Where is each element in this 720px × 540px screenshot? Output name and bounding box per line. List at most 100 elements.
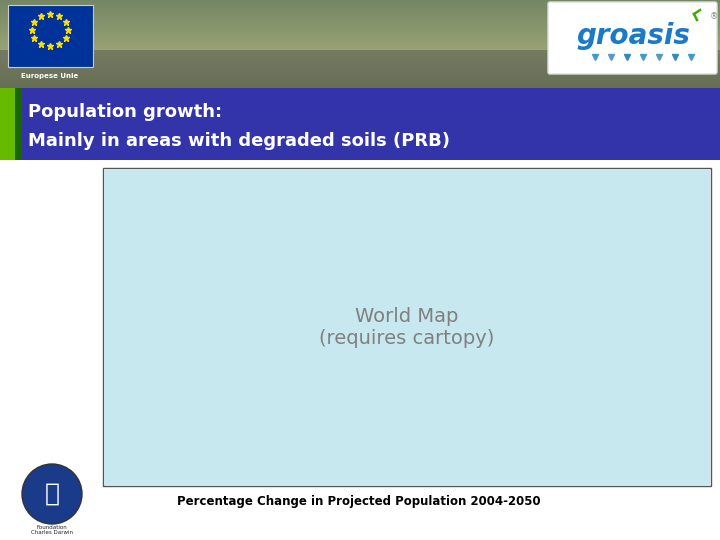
Bar bbox=[0, 24, 720, 25]
Bar bbox=[0, 54, 720, 55]
Bar bbox=[0, 65, 720, 66]
Bar bbox=[0, 62, 720, 63]
Bar bbox=[15, 88, 22, 160]
Bar bbox=[0, 7, 720, 8]
Text: groasis: groasis bbox=[576, 22, 690, 50]
Bar bbox=[0, 61, 720, 62]
Text: Mainly in areas with degraded soils (PRB): Mainly in areas with degraded soils (PRB… bbox=[28, 132, 450, 150]
Bar bbox=[0, 25, 720, 26]
Bar bbox=[0, 52, 720, 53]
Bar bbox=[0, 18, 720, 19]
Bar bbox=[0, 41, 720, 42]
Bar bbox=[0, 42, 720, 43]
Bar bbox=[0, 5, 720, 6]
Bar bbox=[0, 17, 720, 18]
Bar bbox=[0, 71, 720, 72]
Bar bbox=[0, 49, 720, 50]
Bar bbox=[0, 47, 720, 48]
Bar bbox=[0, 20, 720, 21]
Bar bbox=[0, 59, 720, 60]
Bar bbox=[0, 81, 720, 82]
Bar bbox=[0, 34, 720, 35]
Bar bbox=[0, 79, 720, 80]
Bar bbox=[0, 56, 720, 57]
Bar bbox=[0, 75, 720, 76]
Circle shape bbox=[22, 464, 82, 524]
Bar bbox=[0, 70, 720, 71]
Bar bbox=[0, 16, 720, 17]
Text: Percentage Change in Projected Population 2004-2050: Percentage Change in Projected Populatio… bbox=[176, 496, 540, 509]
Bar bbox=[0, 80, 720, 81]
Bar bbox=[0, 88, 15, 160]
Bar bbox=[0, 19, 720, 20]
Bar bbox=[0, 63, 720, 64]
Bar bbox=[0, 72, 720, 73]
Bar bbox=[0, 46, 720, 47]
Bar bbox=[0, 37, 720, 38]
Bar bbox=[0, 58, 720, 59]
Bar bbox=[0, 23, 720, 24]
Bar bbox=[0, 38, 720, 39]
Bar bbox=[0, 15, 720, 16]
FancyBboxPatch shape bbox=[548, 2, 717, 74]
Bar bbox=[0, 6, 720, 7]
Bar bbox=[0, 12, 720, 13]
Bar bbox=[0, 26, 720, 27]
Bar bbox=[8, 5, 93, 67]
Text: Europese Unie: Europese Unie bbox=[22, 73, 78, 79]
Text: Foundation
Charles Darwin: Foundation Charles Darwin bbox=[31, 524, 73, 535]
Text: ®: ® bbox=[710, 12, 718, 21]
Bar bbox=[0, 32, 720, 33]
Bar bbox=[0, 31, 720, 32]
Bar bbox=[0, 68, 720, 69]
Bar bbox=[0, 11, 720, 12]
Bar bbox=[0, 160, 720, 540]
Bar bbox=[0, 73, 720, 74]
Bar bbox=[0, 77, 720, 78]
Bar bbox=[0, 74, 720, 75]
Bar bbox=[0, 64, 720, 65]
Bar bbox=[0, 50, 720, 51]
Bar bbox=[0, 78, 720, 79]
Bar bbox=[0, 48, 720, 49]
Bar bbox=[0, 57, 720, 58]
Text: World Map
(requires cartopy): World Map (requires cartopy) bbox=[319, 307, 495, 348]
Bar bbox=[0, 36, 720, 37]
Bar bbox=[0, 55, 720, 56]
Bar bbox=[0, 21, 720, 22]
Bar bbox=[0, 13, 720, 14]
Bar bbox=[0, 83, 720, 84]
Bar bbox=[0, 30, 720, 31]
Bar bbox=[0, 76, 720, 77]
Bar bbox=[0, 3, 720, 4]
Bar bbox=[0, 22, 720, 23]
Bar bbox=[0, 66, 720, 67]
Bar bbox=[0, 45, 720, 46]
Bar bbox=[0, 10, 720, 11]
Bar bbox=[0, 82, 720, 83]
Bar bbox=[0, 27, 720, 28]
Bar bbox=[0, 1, 720, 2]
Bar bbox=[0, 9, 720, 10]
Bar bbox=[0, 69, 720, 70]
Bar bbox=[0, 84, 720, 85]
Bar bbox=[104, 169, 710, 485]
Bar bbox=[0, 44, 720, 45]
Bar bbox=[0, 39, 720, 40]
Bar bbox=[0, 87, 720, 88]
Bar bbox=[0, 2, 720, 3]
Bar bbox=[0, 8, 720, 9]
Bar bbox=[0, 85, 720, 86]
Bar bbox=[0, 0, 720, 1]
Bar bbox=[0, 88, 720, 160]
Text: ✊: ✊ bbox=[45, 482, 60, 506]
Bar bbox=[103, 168, 711, 486]
Bar bbox=[0, 33, 720, 34]
Bar bbox=[0, 43, 720, 44]
Bar bbox=[0, 28, 720, 29]
Bar bbox=[0, 53, 720, 54]
Bar bbox=[0, 14, 720, 15]
Bar bbox=[0, 51, 720, 52]
Bar bbox=[0, 86, 720, 87]
Bar bbox=[0, 35, 720, 36]
